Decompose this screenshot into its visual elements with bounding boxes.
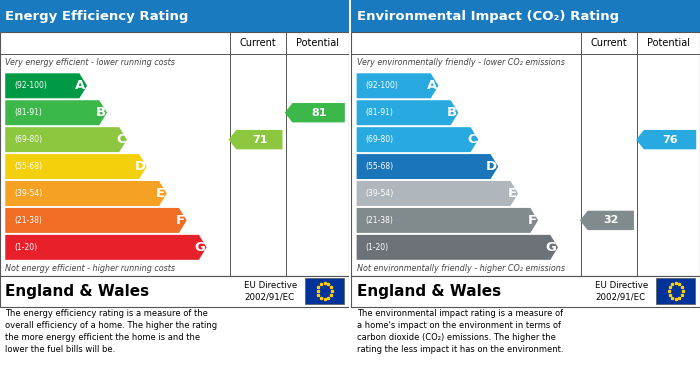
- Polygon shape: [5, 154, 147, 179]
- Text: Not energy efficient - higher running costs: Not energy efficient - higher running co…: [5, 264, 175, 273]
- Text: Current: Current: [591, 38, 628, 48]
- Text: F: F: [176, 214, 186, 227]
- Text: C: C: [116, 133, 125, 146]
- Text: 76: 76: [663, 135, 678, 145]
- Polygon shape: [285, 103, 345, 122]
- Text: 32: 32: [603, 215, 619, 226]
- Text: A: A: [76, 79, 85, 92]
- Bar: [351, 32, 700, 276]
- Text: The environmental impact rating is a measure of
a home's impact on the environme: The environmental impact rating is a mea…: [356, 309, 563, 354]
- Text: England & Wales: England & Wales: [356, 284, 500, 299]
- Text: EU Directive
2002/91/EC: EU Directive 2002/91/EC: [244, 281, 298, 301]
- Polygon shape: [580, 211, 634, 230]
- Text: (39-54): (39-54): [14, 189, 42, 198]
- Polygon shape: [5, 181, 167, 206]
- Polygon shape: [636, 130, 696, 149]
- Text: (39-54): (39-54): [365, 189, 393, 198]
- Polygon shape: [5, 235, 206, 260]
- Text: F: F: [528, 214, 537, 227]
- Text: E: E: [508, 187, 517, 200]
- Polygon shape: [228, 130, 283, 149]
- Polygon shape: [5, 73, 87, 98]
- Text: D: D: [134, 160, 146, 173]
- Text: (69-80): (69-80): [14, 135, 42, 144]
- Polygon shape: [5, 208, 187, 233]
- Text: G: G: [546, 241, 556, 254]
- Text: (1-20): (1-20): [14, 243, 37, 252]
- Text: Current: Current: [239, 38, 276, 48]
- Text: Potential: Potential: [647, 38, 690, 48]
- Text: B: B: [95, 106, 106, 119]
- Text: (92-100): (92-100): [14, 81, 47, 90]
- Text: The energy efficiency rating is a measure of the
overall efficiency of a home. T: The energy efficiency rating is a measur…: [5, 309, 218, 354]
- Polygon shape: [356, 100, 458, 125]
- Bar: [0, 32, 349, 276]
- Text: 71: 71: [252, 135, 267, 145]
- Text: A: A: [427, 79, 437, 92]
- Polygon shape: [356, 154, 498, 179]
- Text: B: B: [447, 106, 457, 119]
- Text: (55-68): (55-68): [365, 162, 393, 171]
- Polygon shape: [356, 235, 558, 260]
- Bar: [351, 0, 700, 32]
- Polygon shape: [5, 100, 107, 125]
- Bar: [0, 276, 349, 307]
- Text: (55-68): (55-68): [14, 162, 42, 171]
- Polygon shape: [356, 73, 438, 98]
- Text: (21-38): (21-38): [14, 216, 42, 225]
- Text: (92-100): (92-100): [365, 81, 398, 90]
- Text: Very environmentally friendly - lower CO₂ emissions: Very environmentally friendly - lower CO…: [356, 58, 564, 68]
- Bar: [351, 276, 700, 307]
- Text: Potential: Potential: [295, 38, 339, 48]
- Text: C: C: [468, 133, 477, 146]
- Polygon shape: [356, 181, 518, 206]
- Text: Very energy efficient - lower running costs: Very energy efficient - lower running co…: [5, 58, 175, 68]
- Text: D: D: [486, 160, 497, 173]
- Polygon shape: [356, 208, 538, 233]
- Text: (69-80): (69-80): [365, 135, 393, 144]
- Text: Environmental Impact (CO₂) Rating: Environmental Impact (CO₂) Rating: [356, 9, 619, 23]
- Text: Not environmentally friendly - higher CO₂ emissions: Not environmentally friendly - higher CO…: [356, 264, 565, 273]
- Text: G: G: [195, 241, 205, 254]
- Text: (81-91): (81-91): [14, 108, 42, 117]
- Text: E: E: [156, 187, 165, 200]
- Text: (1-20): (1-20): [365, 243, 389, 252]
- Polygon shape: [5, 127, 127, 152]
- Text: England & Wales: England & Wales: [5, 284, 149, 299]
- Bar: [657, 278, 696, 305]
- Polygon shape: [356, 127, 478, 152]
- Text: (81-91): (81-91): [365, 108, 393, 117]
- Bar: [305, 278, 344, 305]
- Text: EU Directive
2002/91/EC: EU Directive 2002/91/EC: [596, 281, 649, 301]
- Bar: [0, 0, 349, 32]
- Text: (21-38): (21-38): [365, 216, 393, 225]
- Text: 81: 81: [312, 108, 327, 118]
- Text: Energy Efficiency Rating: Energy Efficiency Rating: [5, 9, 188, 23]
